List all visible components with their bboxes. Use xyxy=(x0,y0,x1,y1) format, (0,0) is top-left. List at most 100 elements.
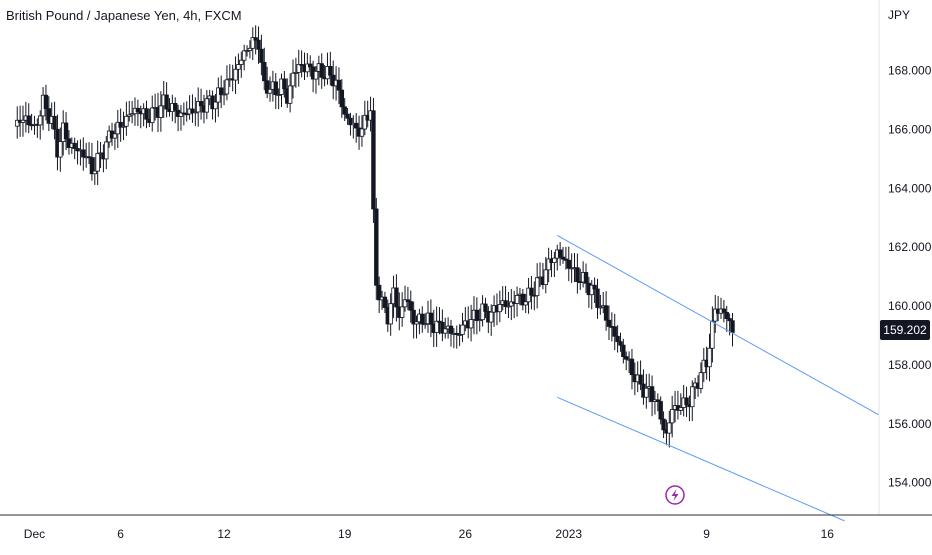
time-tick-label: 6 xyxy=(117,527,124,541)
candle xyxy=(552,251,557,278)
candle xyxy=(718,297,724,319)
candle xyxy=(638,360,643,391)
candle xyxy=(514,286,520,317)
candle xyxy=(296,49,301,87)
candle xyxy=(221,80,227,106)
candle-body xyxy=(388,303,393,325)
candle-body xyxy=(606,319,612,327)
candle-body xyxy=(43,94,49,110)
candle-body xyxy=(247,47,253,51)
candle-body xyxy=(710,320,715,349)
candle xyxy=(411,301,416,339)
candle-body xyxy=(575,267,580,283)
candle-body xyxy=(529,287,534,296)
time-tick-label: 26 xyxy=(459,527,473,541)
candle-body xyxy=(615,335,620,343)
time-tick-label: 2023 xyxy=(555,527,582,541)
candle-body xyxy=(497,303,503,313)
price-axis: 154.000 156.000 158.000 160.000 162.000 164.0… xyxy=(888,64,932,490)
candle xyxy=(305,53,310,78)
candle-body xyxy=(411,309,416,325)
candle xyxy=(233,56,238,95)
candle xyxy=(287,73,293,113)
candle-body xyxy=(440,321,445,334)
candle xyxy=(58,127,63,172)
candle-body xyxy=(253,37,258,41)
candle xyxy=(282,70,287,98)
candle xyxy=(256,26,261,64)
candle-body xyxy=(144,108,149,120)
candle-body xyxy=(348,117,353,126)
candle-body xyxy=(95,152,100,172)
candle xyxy=(399,292,405,327)
candle xyxy=(224,65,230,101)
candle xyxy=(621,338,626,364)
candle-body xyxy=(118,121,123,128)
candle-body xyxy=(72,142,77,149)
candle xyxy=(92,157,97,185)
candle-body xyxy=(319,63,324,78)
candle xyxy=(474,297,480,335)
candle xyxy=(534,263,540,309)
candle-body xyxy=(313,70,319,80)
candle xyxy=(566,246,571,282)
candle xyxy=(468,304,474,342)
candle xyxy=(299,50,304,78)
candle xyxy=(448,319,454,347)
candle-body xyxy=(684,397,689,405)
price-tick-label: 166.000 xyxy=(888,122,932,136)
trendline[interactable] xyxy=(557,234,880,416)
candle-body xyxy=(52,115,57,130)
candle xyxy=(414,315,419,339)
candle-body xyxy=(296,64,301,73)
candle xyxy=(144,100,149,129)
candle-body xyxy=(543,269,548,286)
candle-body xyxy=(534,277,540,297)
candle-body xyxy=(638,374,643,385)
candle-body xyxy=(305,63,310,73)
candle-body xyxy=(264,80,270,94)
candle-body xyxy=(342,106,347,115)
candle-body xyxy=(678,407,683,411)
candle-body xyxy=(667,422,672,434)
candle-body xyxy=(273,81,278,96)
candle xyxy=(52,101,57,140)
candle xyxy=(595,278,600,319)
candle xyxy=(437,307,442,335)
candle xyxy=(589,280,594,310)
candle-body xyxy=(121,125,126,128)
candle xyxy=(164,82,169,118)
candle xyxy=(618,332,623,352)
candle xyxy=(20,105,26,137)
candle xyxy=(509,288,514,321)
candle-body xyxy=(190,108,195,113)
candle-body xyxy=(336,79,342,91)
candle xyxy=(150,95,155,132)
lightning-icon xyxy=(671,489,679,501)
time-tick-label: 12 xyxy=(217,527,231,541)
candle-body xyxy=(560,256,566,260)
candle-body xyxy=(239,59,244,65)
candle-body xyxy=(193,111,198,114)
candle xyxy=(336,67,342,105)
event-marker[interactable] xyxy=(665,485,685,505)
trendline-group xyxy=(557,234,880,522)
candle-body xyxy=(218,87,224,95)
candle-body xyxy=(443,328,448,334)
candle xyxy=(529,275,534,310)
candle xyxy=(158,91,164,132)
candle xyxy=(675,390,681,420)
candle xyxy=(253,25,258,55)
candle xyxy=(374,197,379,300)
candle-body xyxy=(583,272,589,284)
trendline[interactable] xyxy=(557,396,845,522)
candle xyxy=(724,305,729,332)
candle xyxy=(422,313,428,329)
candle-body xyxy=(127,114,132,117)
candle xyxy=(276,88,281,110)
candle-body xyxy=(454,332,459,335)
candle-body xyxy=(434,320,439,333)
candle-body xyxy=(727,318,732,322)
